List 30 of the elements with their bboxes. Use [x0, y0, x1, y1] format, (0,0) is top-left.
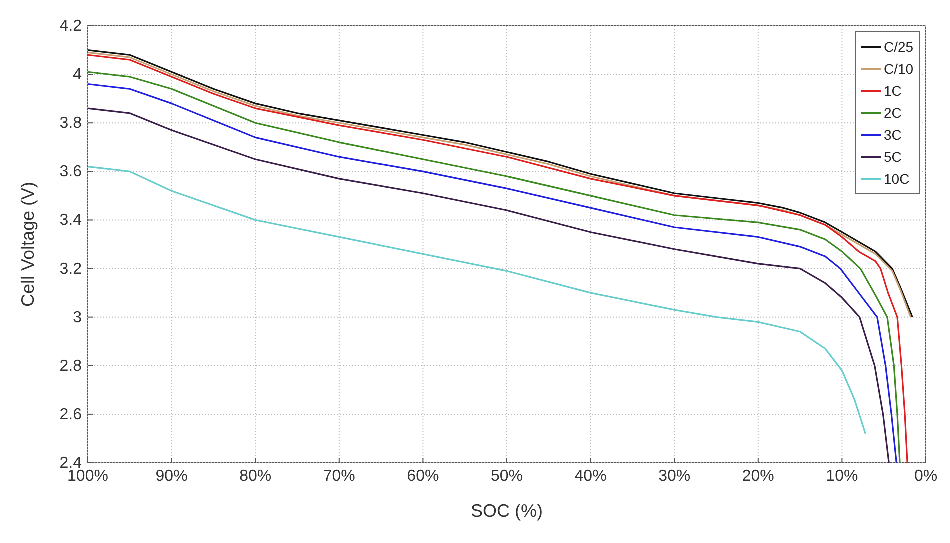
- x-tick-label: 50%: [490, 468, 524, 485]
- legend-label: 5C: [884, 149, 902, 165]
- x-axis-title: SOC (%): [471, 501, 543, 521]
- legend-label: 3C: [884, 127, 902, 143]
- y-tick-label: 2.6: [60, 406, 82, 424]
- y-tick-label: 4.2: [60, 18, 82, 35]
- legend-label: 1C: [884, 83, 902, 99]
- y-tick-label: 2.8: [60, 358, 82, 375]
- y-tick-label: 3: [73, 309, 82, 326]
- y-tick-label: 3.2: [60, 260, 82, 278]
- line-series: [87, 166, 866, 435]
- x-tick-label: 40%: [574, 468, 607, 485]
- x-tick-label: 60%: [407, 468, 440, 485]
- legend-label: C/25: [884, 39, 914, 55]
- y-tick-label: 3.6: [60, 164, 82, 181]
- x-tick-label: 0%: [914, 468, 938, 485]
- y-tick-label: 4: [73, 66, 82, 84]
- y-tick-label: 3.8: [60, 115, 82, 132]
- legend-label: 2C: [884, 105, 902, 121]
- x-tick-label: 30%: [658, 468, 691, 485]
- y-axis-title: Cell Voltage (V): [18, 182, 38, 308]
- y-tick-label: 3.4: [60, 212, 82, 230]
- x-tick-label: 80%: [240, 468, 272, 485]
- x-tick-label: 70%: [323, 468, 356, 485]
- x-tick-label: 100%: [68, 468, 108, 485]
- legend-label: 10C: [884, 171, 910, 187]
- x-tick-label: 10%: [826, 468, 858, 485]
- x-tick-label: 90%: [156, 468, 188, 485]
- legend-label: C/10: [884, 61, 914, 77]
- x-tick-label: 20%: [742, 468, 774, 485]
